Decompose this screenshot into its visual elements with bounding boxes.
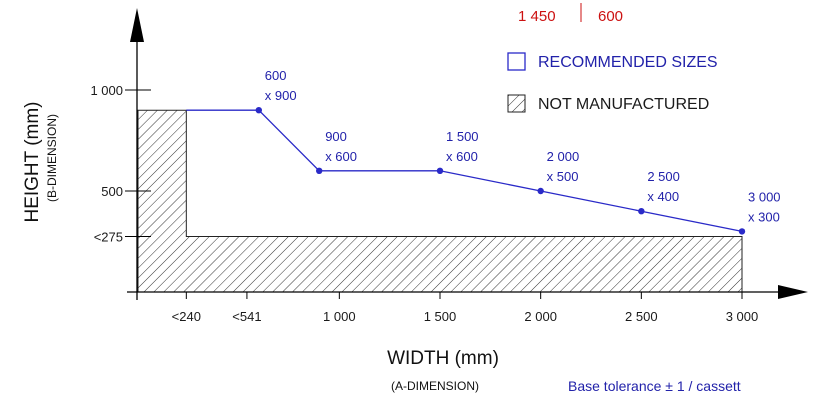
legend-recommended-swatch: [507, 52, 526, 71]
y-axis-arrow-icon: [130, 8, 144, 42]
data-point: [638, 208, 645, 215]
point-label-width: 600: [265, 68, 287, 83]
top-value-right: 600: [598, 8, 623, 25]
tolerance-note: Base tolerance ± 1 / cassett: [568, 378, 741, 394]
point-label-height: x 300: [748, 209, 780, 224]
point-label-layer: 600 x 900 900 x 600 1 500 x 600 2 000 x 500 2 50…: [265, 68, 781, 224]
point-label-height: x 500: [547, 169, 579, 184]
x-tick-label: <240: [172, 309, 201, 324]
point-label-width: 2 000: [547, 149, 580, 164]
x-axis-arrow-icon: [778, 285, 808, 299]
data-point: [537, 187, 544, 195]
y-axis-title: HEIGHT (mm): [22, 101, 43, 222]
legend-not-manufactured-label: NOT MANUFACTURED: [538, 96, 709, 113]
y-axis-subtitle: (B-DIMENSION): [45, 114, 59, 202]
y-tick-label: 500: [101, 184, 123, 199]
legend-recommended-label: RECOMMENDED SIZES: [538, 54, 718, 71]
data-point: [255, 107, 262, 114]
y-tick-label: <275: [94, 229, 123, 244]
x-tick-label: 2 000: [524, 309, 557, 324]
top-value-left: 1 450: [518, 8, 556, 25]
point-label-height: x 600: [325, 149, 357, 164]
point-label-width: 3 000: [748, 189, 781, 204]
point-label-width: 1 500: [446, 129, 479, 144]
legend-not-manufactured-swatch: [507, 94, 526, 113]
x-tick-label: 1 500: [424, 309, 457, 324]
point-label-height: x 900: [265, 88, 297, 103]
data-point: [436, 167, 444, 174]
point-label-width: 2 500: [647, 169, 680, 184]
data-point: [738, 228, 746, 235]
x-axis-title: WIDTH (mm): [387, 348, 499, 369]
tick-layer: <240 <541 1 000 1 500 2 000 2 500 3 000 1 000 50…: [90, 83, 758, 324]
point-label-height: x 600: [446, 149, 478, 164]
x-axis-subtitle: (A-DIMENSION): [391, 379, 479, 393]
point-label-height: x 400: [647, 189, 679, 204]
point-label-width: 900: [325, 129, 347, 144]
y-tick-label: 1 000: [90, 83, 123, 98]
series-layer: [186, 107, 746, 235]
x-tick-label: 1 000: [323, 309, 356, 324]
data-point: [316, 167, 323, 174]
x-tick-label: <541: [232, 309, 261, 324]
x-tick-label: 2 500: [625, 309, 658, 324]
x-tick-label: 3 000: [726, 309, 759, 324]
